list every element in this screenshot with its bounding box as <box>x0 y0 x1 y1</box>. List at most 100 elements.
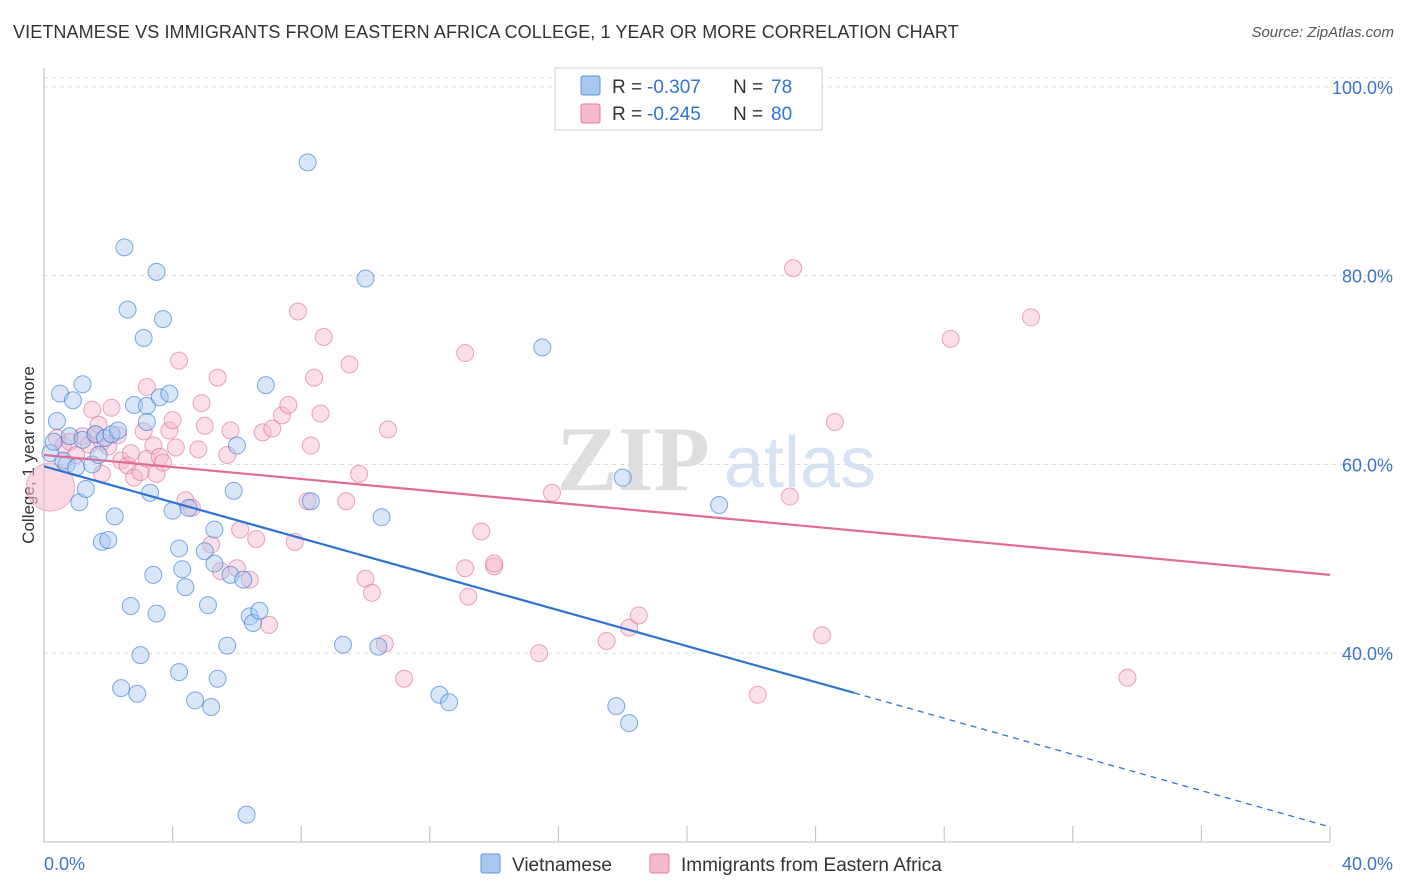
point-vietnamese <box>533 338 552 357</box>
point-eastern-africa-large <box>25 462 75 512</box>
point-vietnamese <box>710 496 729 515</box>
y-tick-labels: 40.0% 60.0% 80.0% 100.0% <box>1332 78 1393 664</box>
point-vietnamese <box>134 328 153 347</box>
point-eastern-africa <box>530 644 549 663</box>
point-eastern-africa <box>459 587 478 606</box>
point-eastern-africa <box>247 530 266 549</box>
point-vietnamese <box>105 507 124 526</box>
y-tick-label: 60.0% <box>1342 455 1393 475</box>
point-vietnamese <box>128 684 147 703</box>
legend-pink-r-value: -0.245 <box>647 104 701 125</box>
point-eastern-africa <box>263 419 282 438</box>
point-eastern-africa <box>629 606 648 625</box>
trend-lines <box>43 453 1331 828</box>
point-vietnamese <box>250 601 269 620</box>
point-vietnamese <box>440 693 459 712</box>
point-eastern-africa <box>362 583 381 602</box>
chart-title: VIETNAMESE VS IMMIGRANTS FROM EASTERN AF… <box>13 22 959 42</box>
point-vietnamese <box>147 262 166 281</box>
point-eastern-africa <box>221 421 240 440</box>
point-eastern-africa <box>485 554 504 573</box>
legend-pink-swatch <box>580 103 601 124</box>
point-vietnamese <box>170 539 189 558</box>
point-vietnamese <box>333 635 352 654</box>
point-vietnamese <box>298 153 317 172</box>
point-vietnamese <box>234 570 253 589</box>
point-vietnamese <box>224 481 243 500</box>
point-vietnamese <box>372 508 391 527</box>
point-eastern-africa <box>941 329 960 348</box>
point-eastern-africa <box>83 400 102 419</box>
point-eastern-africa <box>218 446 237 464</box>
point-vietnamese <box>613 468 632 487</box>
point-eastern-africa <box>121 444 140 463</box>
series-vietnamese-points <box>41 153 729 824</box>
point-vietnamese <box>227 436 246 455</box>
point-eastern-africa <box>153 453 172 472</box>
point-vietnamese <box>620 714 639 733</box>
point-vietnamese <box>108 421 127 440</box>
point-eastern-africa <box>456 344 475 363</box>
x-tick-label-max: 40.0% <box>1342 854 1393 874</box>
point-vietnamese <box>202 698 221 717</box>
legend-blue-n-label: N = <box>733 77 763 98</box>
point-vietnamese <box>356 269 375 288</box>
point-vietnamese <box>121 597 140 616</box>
point-eastern-africa <box>350 464 369 483</box>
point-eastern-africa <box>1118 668 1137 687</box>
legend-blue-r-value: -0.307 <box>647 77 701 98</box>
point-eastern-africa <box>227 559 246 578</box>
y-tick-label: 40.0% <box>1342 644 1393 664</box>
watermark-atlas: atlas <box>724 423 876 503</box>
point-vietnamese <box>76 479 95 498</box>
legend-bottom: Vietnamese Immigrants from Eastern Afric… <box>480 853 942 876</box>
point-eastern-africa <box>1022 308 1041 327</box>
point-eastern-africa <box>170 351 189 370</box>
point-vietnamese <box>237 805 256 824</box>
point-eastern-africa <box>784 259 803 278</box>
point-vietnamese <box>218 636 237 655</box>
point-eastern-africa <box>301 436 320 455</box>
point-vietnamese <box>170 663 189 682</box>
legend-top: R = -0.307 N = 78 R = -0.245 N = 80 <box>554 67 823 131</box>
point-vietnamese <box>173 560 192 579</box>
source-label: Source: ZipAtlas.com <box>1251 24 1394 41</box>
point-eastern-africa <box>160 421 179 440</box>
legend-bottom-pink-swatch <box>649 853 670 874</box>
point-vietnamese <box>256 376 275 395</box>
point-eastern-africa <box>340 355 359 374</box>
point-eastern-africa <box>825 412 844 431</box>
point-eastern-africa <box>163 411 182 430</box>
point-vietnamese <box>125 395 144 414</box>
point-vietnamese <box>208 669 227 688</box>
trend-line-eastern-africa <box>43 453 1331 576</box>
point-eastern-africa <box>472 522 491 541</box>
x-tick-label-min: 0.0% <box>44 854 85 874</box>
point-vietnamese <box>63 391 82 410</box>
point-eastern-africa <box>89 415 108 434</box>
point-vietnamese <box>176 578 195 597</box>
point-vietnamese <box>92 532 111 551</box>
point-eastern-africa <box>456 559 475 578</box>
point-eastern-africa <box>780 487 799 506</box>
point-vietnamese <box>131 646 150 665</box>
point-vietnamese <box>118 300 137 319</box>
point-eastern-africa <box>208 368 227 387</box>
point-vietnamese <box>198 596 217 615</box>
point-vietnamese <box>205 520 224 539</box>
point-vietnamese <box>86 425 105 444</box>
point-eastern-africa <box>253 423 272 442</box>
point-vietnamese <box>369 637 388 656</box>
point-vietnamese <box>73 375 92 394</box>
point-eastern-africa <box>260 615 279 634</box>
point-eastern-africa <box>134 422 153 441</box>
gridlines <box>44 77 1392 654</box>
point-eastern-africa <box>288 302 307 321</box>
point-eastern-africa <box>192 394 211 413</box>
point-eastern-africa <box>195 416 214 435</box>
point-eastern-africa <box>144 436 163 455</box>
legend-pink-n-label: N = <box>733 104 763 125</box>
trend-line-vietnamese <box>43 465 855 694</box>
point-eastern-africa <box>311 404 330 423</box>
point-eastern-africa <box>379 420 398 439</box>
